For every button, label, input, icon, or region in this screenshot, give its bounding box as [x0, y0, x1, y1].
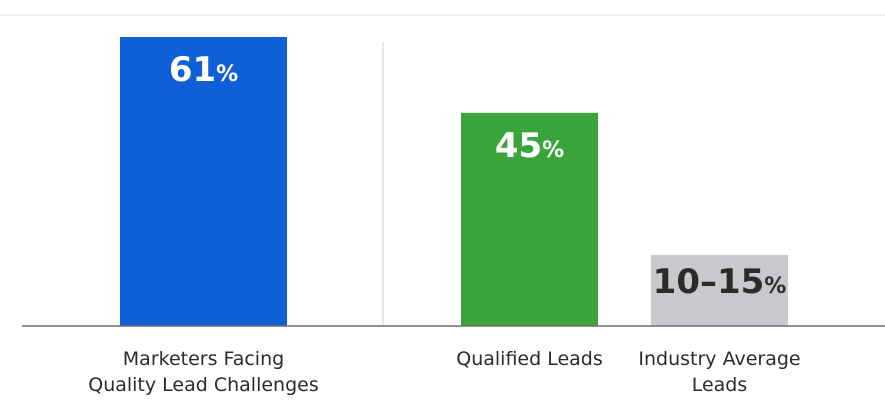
bar-3-value-label: 10–15% — [653, 262, 787, 302]
value-number: 61 — [169, 50, 216, 90]
value-number: 10–15 — [653, 262, 765, 302]
category-label-1-line-1: Marketers Facing — [123, 348, 284, 370]
category-label-3-line-2: Leads — [692, 374, 748, 396]
bars-layer: 61%45%10–15% — [120, 37, 788, 326]
value-number: 45 — [495, 126, 542, 166]
value-unit: % — [764, 274, 786, 299]
value-unit: % — [542, 138, 564, 163]
value-unit: % — [216, 62, 238, 87]
bar-2-value-label: 45% — [495, 126, 564, 166]
category-label-3-line-1: Industry Average — [638, 348, 800, 370]
bar-1 — [120, 37, 287, 326]
bar-1-value-label: 61% — [169, 50, 238, 90]
category-label-2-line-1: Qualified Leads — [456, 348, 603, 370]
category-labels: Marketers Facing Quality Lead Challenges Q… — [88, 348, 800, 396]
category-label-1-line-2: Quality Lead Challenges — [88, 374, 319, 396]
bar-3 — [651, 254, 788, 326]
bar-2 — [461, 112, 598, 326]
